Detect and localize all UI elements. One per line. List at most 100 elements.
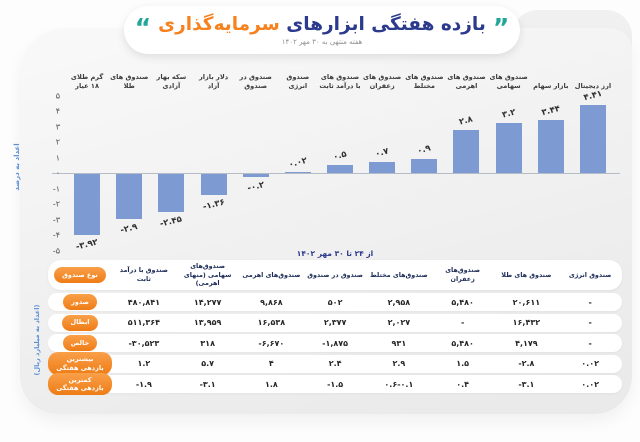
table-cell: ۴۸۰,۸۴۱: [127, 297, 161, 307]
bar: [158, 174, 185, 212]
table-cell: ۴: [268, 359, 274, 368]
table-cell: -: [588, 338, 592, 348]
zero-baseline: [52, 173, 620, 174]
bar: [327, 165, 353, 173]
title-highlight: سرمایه‌گذاری: [158, 14, 280, 35]
title-text: بازده هفتگی ابزارهای سرمایه‌گذاری: [158, 14, 486, 35]
bar: [242, 174, 269, 178]
table-cell: ۲.۹: [392, 359, 406, 368]
column-header: صندوق‌های اهرمی: [242, 270, 301, 279]
table-cell: -: [460, 318, 465, 327]
y-tick: -۴: [52, 230, 60, 240]
bar-value-label: ۰.۷: [374, 146, 390, 160]
table-cell: ۰.۰۲: [581, 359, 599, 368]
row-label-cell: بیشترین بازدهی هفتگی: [48, 352, 112, 375]
category-label: دلار بازار آزاد: [198, 72, 229, 90]
table-cell: -۱,۸۷۵: [322, 338, 349, 348]
bar-value-label: ۰.۹: [416, 143, 433, 157]
table-row: ابطال ۵۱۱,۳۶۴ ۱۳,۹۵۹ ۱۶,۵۳۸ ۲,۳۷۷ ۲,۰۲۷ - ۱۶,۴۳…: [48, 313, 622, 332]
table-cell: ۲,۳۷۷: [323, 318, 347, 327]
bar-value-label: ۳.۴۴: [540, 103, 562, 118]
column-header: صندوق‌های سهامی (منهای اهرمی): [183, 262, 232, 288]
bar-value-label: -۱.۳۶: [201, 197, 226, 213]
table-cell: ۵,۴۸۰: [451, 338, 474, 348]
y-tick: ۰: [55, 168, 60, 178]
table-cell: ۵۱۱,۳۶۴: [127, 318, 161, 327]
table-row: صدور ۴۸۰,۸۴۱ ۱۴,۲۷۷ ۹,۸۶۸ ۵۰۲ ۲,۹۵۸ ۵,۴۸۰ ۲۰,۶۱…: [48, 293, 622, 311]
row-label-pill: بیشترین بازدهی هفتگی: [48, 352, 112, 375]
bar-value-label: -۲.۹: [119, 222, 139, 236]
category-label: صندوق های سهامی: [489, 72, 528, 90]
table-cell: -: [588, 297, 592, 307]
table-cell: ۲.۴: [328, 359, 342, 368]
category-label: بازار سهام: [533, 81, 569, 90]
row-label-cell: ابطال: [48, 314, 112, 331]
returns-table: نوع صندوق صندوق با درآمد ثابت صندوق‌های س…: [48, 260, 622, 396]
table-cell: ۰.۶-۰.۱: [384, 379, 414, 389]
main-card: اعداد به درصد گرم طلای ۱۸ عیار صندوق های …: [13, 28, 632, 414]
table-period: از ۲۴ تا ۳۰ مهر ۱۴۰۲: [296, 249, 374, 258]
table-row: بیشترین بازدهی هفتگی ۱.۲ ۵.۷ ۴ ۲.۴ ۲.۹ ۱.۵ -۲.۸…: [48, 352, 622, 375]
table-cell: ۰.۰۲: [581, 379, 599, 389]
corner-header-pill: نوع صندوق: [54, 267, 106, 283]
y-tick: ۲: [55, 137, 60, 147]
y-tick: -۵: [52, 246, 60, 255]
bar-value-label: -۰.۲: [246, 180, 266, 195]
table-cell: ۹,۸۶۸: [260, 297, 283, 307]
category-label: صندوق های اهرمی: [447, 72, 486, 90]
quote-right-icon: ”: [492, 13, 510, 42]
y-tick: ۴: [55, 106, 60, 116]
table-cell: ۱۳,۹۵۹: [193, 318, 222, 327]
plot-area: ۵ ۴ ۳ ۲ ۱ ۰ -۱ -۲ -۳ -۴ -۵ -۳.۹۲ -۲.۹ -۲.۴۵ -۱.۳۶ -۰.۲ ۰…: [52, 89, 620, 255]
bar: [200, 174, 227, 196]
column-header: صندوق با درآمد ثابت: [119, 266, 168, 283]
table-row: کمترین بازدهی هفتگی -۱.۹ -۳.۱ ۱.۸ -۱.۵ ۰.۶-۰.…: [48, 372, 622, 396]
table-cell: ۱.۲: [137, 359, 151, 368]
bar: [579, 104, 606, 173]
y-tick: -۱: [52, 184, 60, 193]
column-header: صندوق های طلا: [501, 270, 552, 279]
bar-value-label: ۰.۰۲: [287, 156, 309, 171]
bar: [537, 119, 564, 173]
page-subtitle: هفته منتهی به ۳۰ مهر ۱۴۰۲: [281, 38, 363, 46]
bar: [369, 162, 396, 173]
title-banner: ” بازده هفتگی ابزارهای سرمایه‌گذاری “ هف…: [124, 6, 520, 54]
row-label-pill: خالص: [62, 335, 98, 351]
table-cell: ۱.۵: [456, 359, 470, 368]
row-label-pill: صدور: [63, 294, 97, 310]
row-label-cell: خالص: [48, 335, 112, 351]
title-main: بازده هفتگی ابزارهای: [286, 14, 486, 35]
quote-left-icon: “: [134, 13, 152, 42]
category-label: صندوق در صندوق: [239, 72, 272, 90]
column-header: صندوق‌های زعفران: [445, 266, 481, 283]
table-header-row: نوع صندوق صندوق با درآمد ثابت صندوق‌های س…: [48, 260, 622, 290]
y-tick: -۲: [52, 199, 60, 209]
bar-chart: گرم طلای ۱۸ عیار صندوق های طلا سکه بهار آز…: [52, 56, 620, 255]
table-cell: ۲,۰۲۷: [387, 318, 411, 327]
bar: [74, 174, 101, 235]
table-cell: ۳۱۸: [200, 338, 215, 348]
column-header: صندوق انرژی: [568, 270, 612, 279]
bar: [284, 172, 311, 173]
corner-header-cell: نوع صندوق: [48, 267, 112, 283]
category-label: گرم طلای ۱۸ عیار: [70, 72, 104, 90]
bar-value-label: -۲.۴۵: [159, 214, 184, 230]
table-cell: -۳.۱: [518, 379, 535, 389]
column-header: صندوق‌های مختلط: [370, 270, 428, 279]
column-header: صندوق در صندوق: [307, 270, 363, 279]
table-cell: ۵.۷: [201, 359, 215, 368]
category-labels-row: گرم طلای ۱۸ عیار صندوق های طلا سکه بهار آز…: [66, 56, 614, 94]
table-cell: ۴,۱۷۹: [515, 338, 538, 348]
bar: [453, 129, 480, 173]
bar: [495, 123, 522, 173]
bar-value-label: ۲.۸: [458, 114, 475, 128]
table-cell: -۲.۸: [518, 359, 535, 368]
bar-value-label: ۳.۲: [500, 107, 517, 121]
category-label: صندوق های با درآمد ثابت: [319, 72, 361, 90]
table-cell: ۲۰,۶۱۱: [512, 297, 541, 307]
y-tick: ۳: [55, 122, 60, 131]
table-cell: ۹۳۱: [391, 338, 407, 348]
table-cell: ۵,۴۸۰: [451, 297, 474, 307]
table-cell: -۱.۹: [135, 379, 152, 389]
category-label: صندوق های زعفران: [363, 72, 402, 90]
